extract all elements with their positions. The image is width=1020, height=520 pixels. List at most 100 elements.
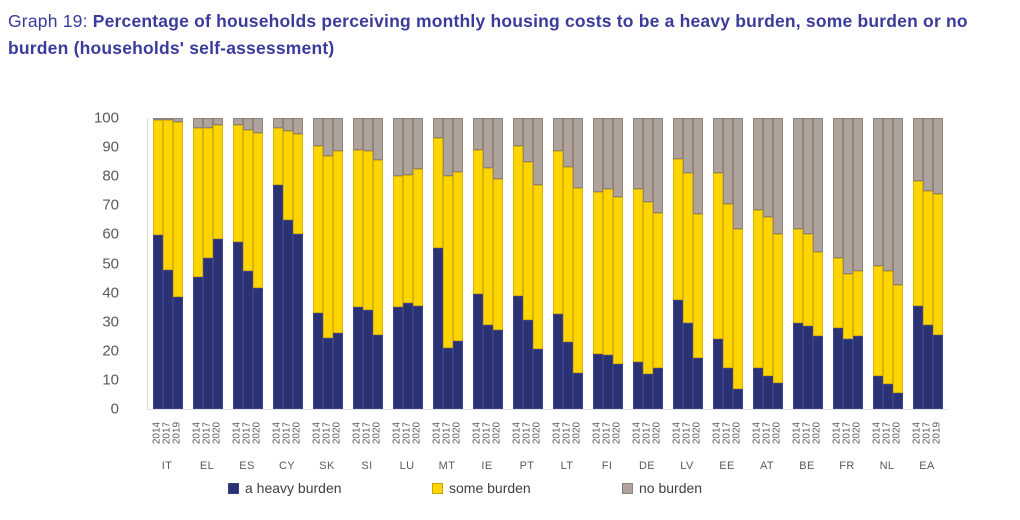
x-label-column-EL: 2014 2017 2020 EL xyxy=(187,412,227,472)
chart-title-prefix: Graph 19: xyxy=(8,11,93,31)
bar-DE-2017 xyxy=(643,118,653,409)
segment-heavy-burden-MT-2020 xyxy=(453,340,463,409)
segment-heavy-burden-EE-2014 xyxy=(713,339,723,409)
segment-no-burden-EL-2017 xyxy=(203,118,213,129)
segment-heavy-burden-SK-2020 xyxy=(333,333,343,409)
year-labels-FR: 2014 2017 2020 xyxy=(832,412,863,454)
legend-item-heavy-burden: a heavy burden xyxy=(228,480,342,496)
year-label-NL-2014: 2014 xyxy=(871,421,883,445)
segment-no-burden-IT-2014 xyxy=(153,118,163,120)
year-label-EL-2020: 2020 xyxy=(211,421,223,445)
segment-heavy-burden-EL-2017 xyxy=(203,257,213,409)
segment-heavy-burden-ES-2017 xyxy=(243,270,253,409)
segment-some-burden-EA-2019 xyxy=(933,193,943,335)
segment-heavy-burden-IE-2014 xyxy=(473,294,483,409)
segment-no-burden-CY-2020 xyxy=(293,118,303,135)
segment-heavy-burden-EE-2017 xyxy=(723,368,733,409)
country-label-FI: FI xyxy=(601,460,613,472)
segment-no-burden-IE-2017 xyxy=(483,118,493,168)
segment-no-burden-PT-2017 xyxy=(523,118,533,162)
segment-some-burden-LU-2020 xyxy=(413,168,423,306)
year-label-ES-2014: 2014 xyxy=(231,421,243,445)
legend-swatch-no-burden xyxy=(622,482,633,494)
segment-no-burden-IE-2014 xyxy=(473,118,483,151)
country-label-AT: AT xyxy=(759,460,775,472)
year-label-LU-2020: 2020 xyxy=(411,421,423,445)
segment-heavy-burden-FR-2017 xyxy=(843,339,853,409)
segment-no-burden-PT-2014 xyxy=(513,118,523,146)
segment-some-burden-SI-2014 xyxy=(353,150,363,308)
year-label-DE-2014: 2014 xyxy=(631,421,643,445)
segment-no-burden-ES-2017 xyxy=(243,118,253,130)
y-tick-label-60: 60 xyxy=(102,225,119,243)
segment-no-burden-LT-2017 xyxy=(563,118,573,168)
segment-heavy-burden-CY-2014 xyxy=(273,184,283,409)
year-labels-ES: 2014 2017 2020 xyxy=(231,412,263,454)
y-tick-label-50: 50 xyxy=(102,255,119,272)
year-labels-EA: 2014 2017 2019 xyxy=(912,412,943,454)
x-label-column-NL: 2014 2017 2020 NL xyxy=(867,412,907,472)
country-label-ES: ES xyxy=(239,460,255,472)
segment-heavy-burden-FI-2017 xyxy=(603,355,613,409)
segment-heavy-burden-BE-2017 xyxy=(803,326,813,409)
bar-group-EA xyxy=(908,118,948,409)
segment-no-burden-AT-2017 xyxy=(763,118,773,217)
bar-FR-2014 xyxy=(833,118,843,409)
year-label-FR-2017: 2017 xyxy=(841,421,853,445)
segment-no-burden-IT-2017 xyxy=(163,118,173,120)
bar-BE-2014 xyxy=(793,118,803,409)
segment-no-burden-LV-2017 xyxy=(683,118,693,174)
segment-no-burden-EE-2017 xyxy=(723,118,733,204)
segment-heavy-burden-EL-2020 xyxy=(213,238,223,409)
y-tick-label-40: 40 xyxy=(102,284,119,302)
year-label-PT-2020: 2020 xyxy=(531,421,543,445)
bar-IE-2017 xyxy=(483,118,493,409)
segment-some-burden-FI-2017 xyxy=(603,189,613,356)
year-labels-LU: 2014 2017 2020 xyxy=(391,412,423,454)
year-label-SK-2020: 2020 xyxy=(331,421,343,445)
segment-no-burden-FR-2014 xyxy=(833,118,843,258)
bar-group-PT xyxy=(508,118,548,409)
x-label-column-SI: 2014 2017 2020 SI xyxy=(347,412,387,472)
segment-some-burden-FI-2020 xyxy=(613,196,623,364)
year-labels-NL: 2014 2017 2020 xyxy=(871,412,903,454)
country-label-EL: EL xyxy=(199,460,215,472)
segment-no-burden-NL-2017 xyxy=(883,118,893,271)
bar-NL-2014 xyxy=(873,118,883,409)
x-label-column-ES: 2014 2017 2020 ES xyxy=(227,412,267,472)
year-label-LV-2017: 2017 xyxy=(681,421,693,445)
bar-LV-2014 xyxy=(673,118,683,409)
year-label-LU-2014: 2014 xyxy=(391,421,403,445)
bar-group-NL xyxy=(868,118,908,409)
segment-no-burden-MT-2014 xyxy=(433,118,443,139)
year-labels-AT: 2014 2017 2020 xyxy=(752,412,783,454)
x-label-column-FR: 2014 2017 2020 FR xyxy=(827,412,867,472)
segment-heavy-burden-SI-2014 xyxy=(353,307,363,409)
segment-heavy-burden-LT-2017 xyxy=(563,342,573,409)
segment-some-burden-AT-2020 xyxy=(773,234,783,383)
bar-group-SI xyxy=(348,118,388,409)
year-labels-SI: 2014 2017 2020 xyxy=(352,412,383,454)
year-label-EE-2014: 2014 xyxy=(711,421,723,445)
year-label-MT-2020: 2020 xyxy=(451,421,463,445)
bar-SK-2020 xyxy=(333,118,343,409)
x-label-column-FI: 2014 2017 2020 FI xyxy=(587,412,627,472)
year-label-CY-2017: 2017 xyxy=(281,421,293,445)
year-label-FI-2014: 2014 xyxy=(591,421,603,445)
x-label-column-DE: 2014 2017 2020 DE xyxy=(627,412,667,472)
segment-some-burden-MT-2020 xyxy=(453,171,463,341)
bar-IT-2017 xyxy=(163,118,173,409)
segment-heavy-burden-LT-2020 xyxy=(573,372,583,409)
segment-no-burden-FR-2017 xyxy=(843,118,853,274)
segment-some-burden-IE-2020 xyxy=(493,179,503,331)
segment-no-burden-AT-2020 xyxy=(773,118,783,235)
year-label-PT-2017: 2017 xyxy=(521,421,533,445)
bar-DE-2020 xyxy=(653,118,663,409)
x-label-column-IT: 2014 2017 2019 IT xyxy=(147,412,187,472)
segment-some-burden-LV-2017 xyxy=(683,173,693,324)
bar-group-IE xyxy=(468,118,508,409)
segment-heavy-burden-BE-2020 xyxy=(813,336,823,409)
segment-no-burden-LV-2014 xyxy=(673,118,683,159)
segment-no-burden-LU-2020 xyxy=(413,118,423,169)
bar-group-FI xyxy=(588,118,628,409)
